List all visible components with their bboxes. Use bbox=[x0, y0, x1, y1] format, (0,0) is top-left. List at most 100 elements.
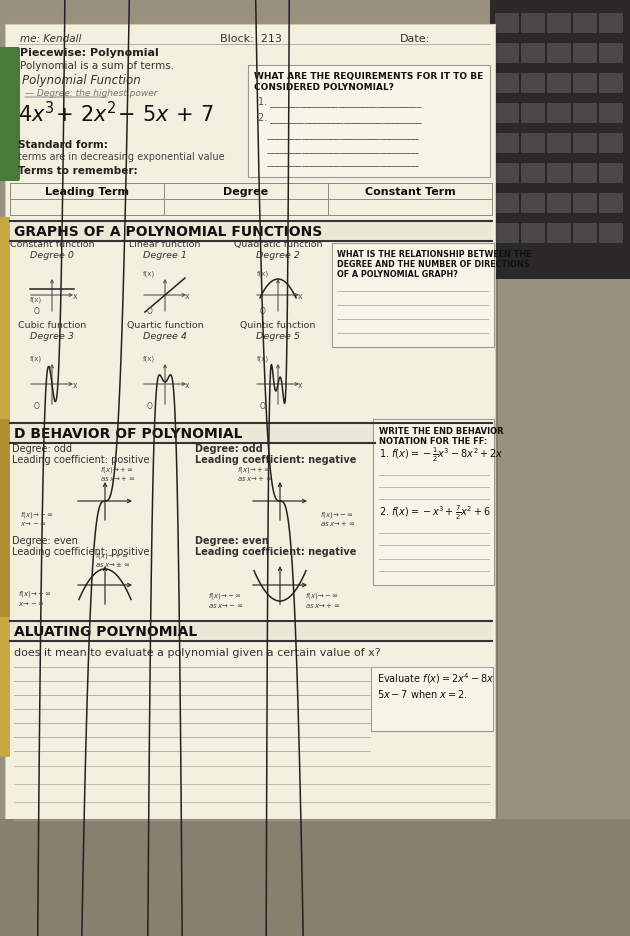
Text: $as\,x\!\to\!\pm\infty$: $as\,x\!\to\!\pm\infty$ bbox=[95, 560, 130, 568]
Text: 2. $f(x)=-x^3+\frac{7}{2}x^2+6$: 2. $f(x)=-x^3+\frac{7}{2}x^2+6$ bbox=[379, 504, 491, 521]
FancyBboxPatch shape bbox=[520, 103, 546, 124]
FancyBboxPatch shape bbox=[373, 419, 494, 585]
Text: Standard form:: Standard form: bbox=[18, 139, 108, 150]
FancyBboxPatch shape bbox=[495, 103, 520, 124]
Text: Linear function: Linear function bbox=[129, 240, 201, 249]
FancyBboxPatch shape bbox=[495, 194, 520, 214]
Text: $4x^3\!+\,2x^2\!-\,5x\,+\,7$: $4x^3\!+\,2x^2\!-\,5x\,+\,7$ bbox=[18, 101, 214, 125]
Text: $f(x)\!\to\!-\infty$: $f(x)\!\to\!-\infty$ bbox=[208, 591, 242, 601]
Text: $f(x)\!\to\!+\infty$: $f(x)\!\to\!+\infty$ bbox=[237, 465, 271, 475]
Text: x: x bbox=[73, 381, 77, 389]
FancyBboxPatch shape bbox=[598, 13, 624, 35]
FancyBboxPatch shape bbox=[598, 103, 624, 124]
FancyBboxPatch shape bbox=[495, 73, 520, 95]
Text: _______________________________: _______________________________ bbox=[258, 143, 418, 153]
Text: Quintic function: Quintic function bbox=[240, 321, 316, 329]
Text: ALUATING POLYNOMIAL: ALUATING POLYNOMIAL bbox=[14, 624, 197, 638]
FancyBboxPatch shape bbox=[573, 13, 597, 35]
Text: f(x): f(x) bbox=[143, 271, 155, 277]
Text: x: x bbox=[185, 381, 190, 389]
Text: Leading coefficient: negative: Leading coefficient: negative bbox=[195, 455, 357, 464]
Text: Block:  213: Block: 213 bbox=[220, 34, 282, 44]
Bar bbox=[10, 424, 492, 444]
Text: Degree: odd: Degree: odd bbox=[195, 444, 263, 454]
FancyBboxPatch shape bbox=[573, 73, 597, 95]
FancyBboxPatch shape bbox=[573, 224, 597, 244]
FancyBboxPatch shape bbox=[332, 243, 494, 347]
Text: WHAT ARE THE REQUIREMENTS FOR IT TO BE: WHAT ARE THE REQUIREMENTS FOR IT TO BE bbox=[254, 72, 483, 80]
FancyBboxPatch shape bbox=[546, 163, 571, 184]
Text: does it mean to evaluate a polynomial given a certain value of x?: does it mean to evaluate a polynomial gi… bbox=[14, 648, 381, 657]
FancyBboxPatch shape bbox=[520, 194, 546, 214]
Bar bbox=[0, 218, 10, 428]
Text: $as\,x\!\to\!+\infty$: $as\,x\!\to\!+\infty$ bbox=[100, 474, 135, 482]
Text: DEGREE AND THE NUMBER OF DIRECTIONS: DEGREE AND THE NUMBER OF DIRECTIONS bbox=[337, 259, 529, 269]
FancyBboxPatch shape bbox=[573, 163, 597, 184]
FancyBboxPatch shape bbox=[248, 66, 490, 178]
Text: Evaluate $f(x)=2x^4-8x$: Evaluate $f(x)=2x^4-8x$ bbox=[377, 671, 495, 686]
Text: Polynomial is a sum of terms.: Polynomial is a sum of terms. bbox=[20, 61, 174, 71]
Text: $f(x)\!\to\!-\infty$: $f(x)\!\to\!-\infty$ bbox=[320, 510, 354, 519]
Text: 2. _______________________________: 2. _______________________________ bbox=[258, 112, 421, 123]
Text: GRAPHS OF A POLYNOMIAL FUNCTIONS: GRAPHS OF A POLYNOMIAL FUNCTIONS bbox=[14, 225, 323, 239]
Bar bbox=[0, 819, 630, 936]
Text: Degree 4: Degree 4 bbox=[143, 331, 187, 341]
Text: x: x bbox=[298, 381, 302, 389]
Text: O: O bbox=[260, 307, 266, 315]
FancyBboxPatch shape bbox=[573, 133, 597, 154]
Text: $f(x)\!\to\!+\infty$: $f(x)\!\to\!+\infty$ bbox=[95, 551, 129, 561]
FancyBboxPatch shape bbox=[520, 224, 546, 244]
Text: Date:: Date: bbox=[400, 34, 430, 44]
FancyBboxPatch shape bbox=[573, 103, 597, 124]
Text: $f(x)\!\to\!+\infty$: $f(x)\!\to\!+\infty$ bbox=[100, 465, 134, 475]
Text: $f(x)\!\to\!+\infty$: $f(x)\!\to\!+\infty$ bbox=[18, 589, 52, 599]
Text: NOTATION FOR THE FF:: NOTATION FOR THE FF: bbox=[379, 436, 487, 446]
FancyBboxPatch shape bbox=[520, 133, 546, 154]
Text: Terms to remember:: Terms to remember: bbox=[18, 166, 137, 176]
FancyBboxPatch shape bbox=[573, 194, 597, 214]
Text: f(x): f(x) bbox=[30, 356, 42, 362]
FancyBboxPatch shape bbox=[520, 13, 546, 35]
Text: Quartic function: Quartic function bbox=[127, 321, 203, 329]
Bar bbox=[8, 28, 498, 917]
Text: Constant Term: Constant Term bbox=[365, 187, 455, 197]
Text: $x\!\to\!-\infty$: $x\!\to\!-\infty$ bbox=[18, 599, 44, 607]
Text: Degree 0: Degree 0 bbox=[30, 251, 74, 259]
Text: OF A POLYNOMIAL GRAPH?: OF A POLYNOMIAL GRAPH? bbox=[337, 270, 458, 279]
Text: f(x): f(x) bbox=[143, 356, 155, 362]
Text: Quadratic function: Quadratic function bbox=[234, 240, 323, 249]
Text: O: O bbox=[34, 307, 40, 315]
Text: $x\!\to\!-\infty$: $x\!\to\!-\infty$ bbox=[20, 519, 47, 528]
Text: WHAT IS THE RELATIONSHIP BETWEEN THE: WHAT IS THE RELATIONSHIP BETWEEN THE bbox=[337, 250, 531, 258]
Text: Leading coefficient: positive: Leading coefficient: positive bbox=[12, 547, 149, 556]
Text: _______________________________: _______________________________ bbox=[258, 129, 418, 139]
Text: CONSIDERED POLYNOMIAL?: CONSIDERED POLYNOMIAL? bbox=[254, 83, 394, 92]
Text: x: x bbox=[185, 292, 190, 300]
Text: x: x bbox=[73, 292, 77, 300]
Text: 1. _______________________________: 1. _______________________________ bbox=[258, 95, 421, 107]
Text: x: x bbox=[298, 292, 302, 300]
Text: Leading coefficient: negative: Leading coefficient: negative bbox=[195, 547, 357, 556]
FancyBboxPatch shape bbox=[598, 224, 624, 244]
FancyBboxPatch shape bbox=[0, 48, 20, 182]
FancyBboxPatch shape bbox=[546, 13, 571, 35]
Bar bbox=[10, 222, 492, 241]
FancyBboxPatch shape bbox=[520, 43, 546, 65]
Text: D BEHAVIOR OF POLYNOMIAL: D BEHAVIOR OF POLYNOMIAL bbox=[14, 427, 243, 441]
Text: Leading Term: Leading Term bbox=[45, 187, 129, 197]
Text: Degree: even: Degree: even bbox=[12, 535, 78, 546]
Text: f(x): f(x) bbox=[30, 297, 42, 303]
FancyBboxPatch shape bbox=[546, 103, 571, 124]
Text: $f(x)\!\to\!-\infty$: $f(x)\!\to\!-\infty$ bbox=[305, 591, 339, 601]
FancyBboxPatch shape bbox=[598, 133, 624, 154]
Bar bbox=[0, 419, 10, 627]
Text: _______________________________: _______________________________ bbox=[258, 155, 418, 166]
FancyBboxPatch shape bbox=[371, 667, 493, 731]
Text: Degree: even: Degree: even bbox=[195, 535, 269, 546]
Bar bbox=[490, 0, 630, 280]
FancyBboxPatch shape bbox=[495, 13, 520, 35]
Text: Degree 3: Degree 3 bbox=[30, 331, 74, 341]
FancyBboxPatch shape bbox=[495, 163, 520, 184]
Text: terms are in decreasing exponential value: terms are in decreasing exponential valu… bbox=[18, 152, 225, 162]
FancyBboxPatch shape bbox=[598, 163, 624, 184]
